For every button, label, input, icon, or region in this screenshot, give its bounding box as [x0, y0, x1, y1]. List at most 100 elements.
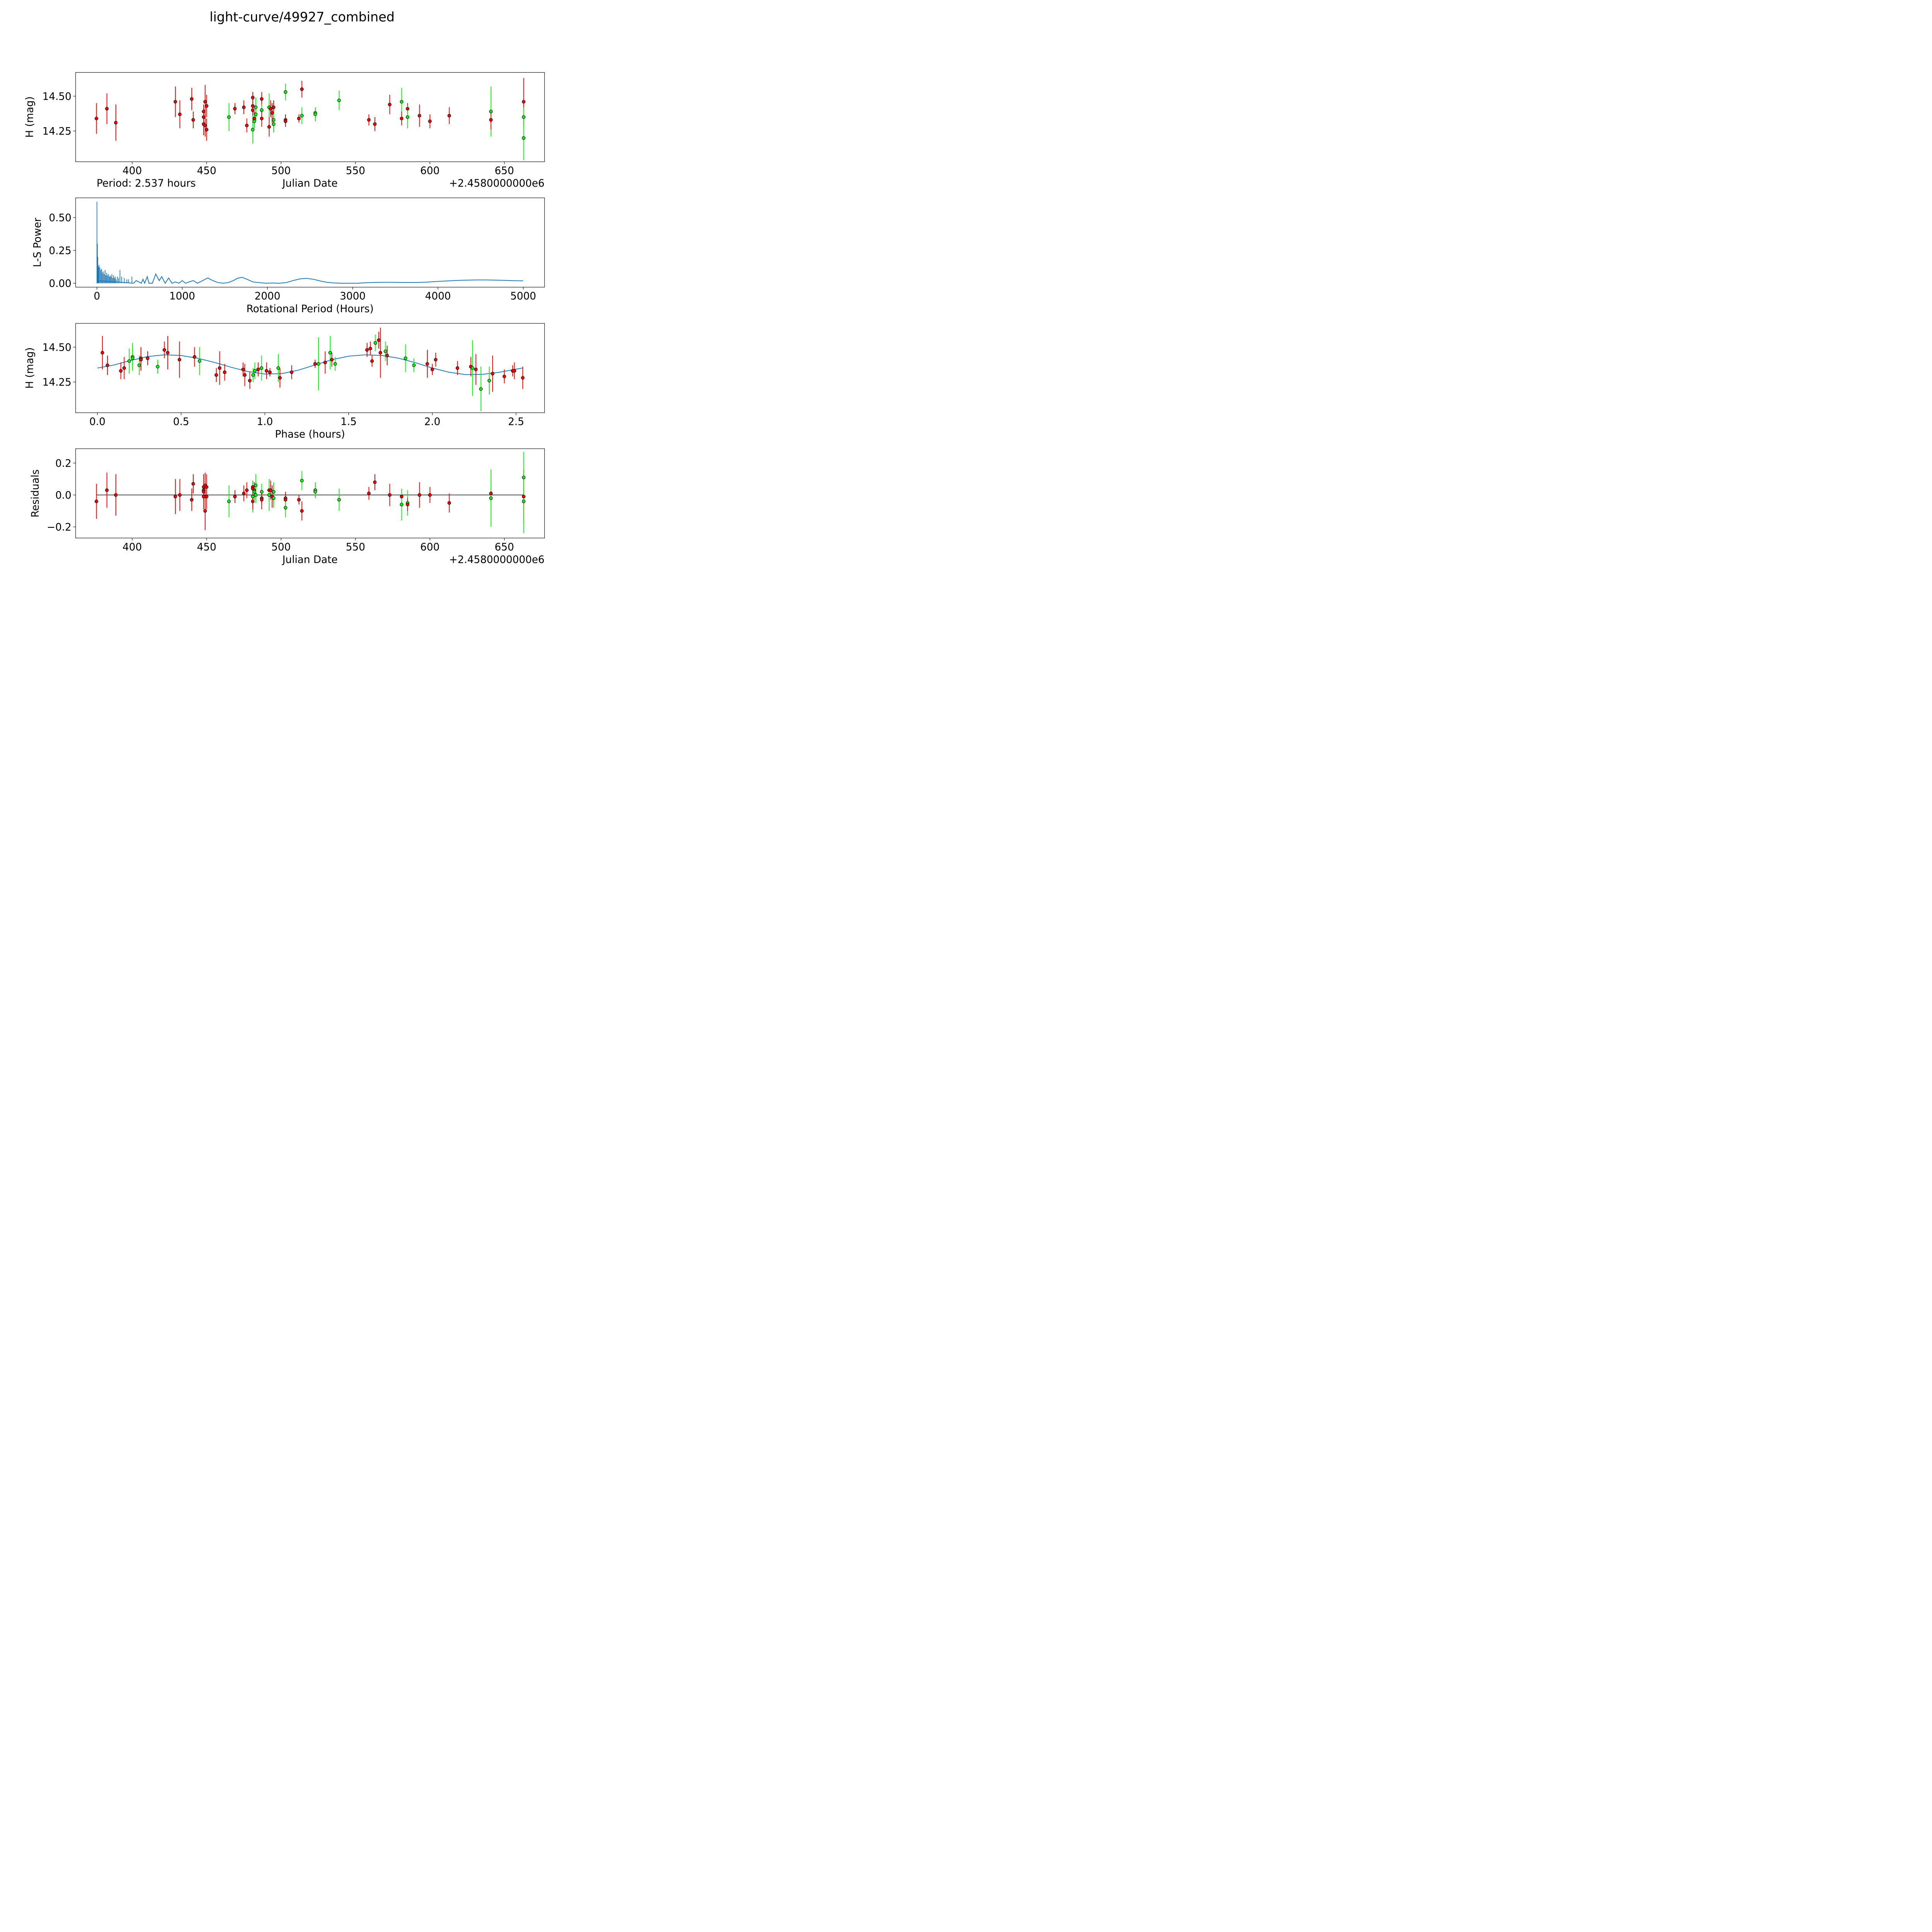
residuals-x-tick-label: 550 [346, 541, 365, 553]
residuals-data-point [191, 482, 195, 486]
periodogram-y-tick-label: 0.50 [49, 212, 71, 224]
periodogram-line [97, 273, 524, 284]
phase-folded-data-point [385, 354, 389, 357]
phase-folded-data-point [253, 369, 257, 373]
light-curve-data-point [447, 114, 451, 117]
phase-folded-data-point [377, 338, 381, 342]
light-curve-y-tick-label: 14.25 [43, 126, 71, 138]
phase-folded-data-point [214, 373, 218, 377]
phase-folded-data-point [197, 359, 202, 363]
periodogram-x-tick-label: 5000 [510, 291, 536, 302]
light-curve-data-point [227, 115, 231, 119]
residuals-data-point [284, 498, 287, 502]
light-curve-data-point [373, 122, 377, 126]
light-curve-data-point [178, 112, 182, 116]
phase-folded-data-point [192, 355, 197, 359]
phase-folded-data-point [512, 369, 516, 373]
phase-folded-axes-frame [75, 323, 545, 413]
residuals-data-point [489, 496, 493, 500]
light-curve-data-point [313, 112, 317, 116]
phase-folded-data-point [100, 351, 104, 355]
light-curve-data-point [269, 107, 272, 111]
residuals-data-point [400, 495, 404, 498]
phase-folded-x-tick-label: 1.5 [340, 416, 357, 428]
residuals-data-point [367, 492, 371, 495]
light-curve-x-tick-label: 600 [420, 165, 440, 177]
phase-folded-data-point [156, 365, 160, 369]
phase-folded-data-point [243, 373, 247, 377]
periodogram-x-tick-label: 2000 [255, 291, 281, 302]
residuals-data-point [428, 493, 432, 497]
light-curve-data-point [522, 100, 526, 104]
phase-folded-data-point [119, 369, 123, 373]
light-curve-data-point [297, 117, 301, 121]
periodogram-x-tick-label: 3000 [340, 291, 366, 302]
phase-folded-data-point [383, 349, 388, 353]
light-curve-data-point [272, 118, 276, 122]
phase-folded-data-point [137, 363, 141, 367]
light-curve-x-tick-label: 400 [122, 165, 142, 177]
light-curve-data-point [489, 110, 493, 114]
light-curve-data-point [260, 108, 264, 112]
phase-folded-x-tick-label: 2.5 [508, 416, 524, 428]
light-curve-data-point [251, 95, 255, 100]
period-annotation: Period: 2.537 hours [97, 178, 196, 189]
phase-folded-data-point [434, 358, 438, 362]
light-curve-plot-area: 400 450 500 550 600 650 14.25 14.50 [43, 78, 526, 177]
phase-folded-data-point [265, 369, 269, 373]
light-curve-data-point [252, 119, 256, 123]
light-curve-data-point [267, 125, 271, 129]
residuals-data-point [202, 495, 206, 498]
phase-folded-data-point [502, 374, 506, 378]
residuals-data-point [114, 493, 118, 497]
light-curve-data-point [337, 99, 341, 102]
phase-folded-data-point [491, 372, 495, 376]
residuals-data-point [254, 483, 258, 487]
residuals-x-tick-label: 600 [420, 541, 440, 553]
periodogram-x-label: Rotational Period (Hours) [247, 303, 374, 315]
periodogram-x-tick-label: 0 [94, 291, 100, 302]
residuals-data-point [245, 488, 249, 492]
phase-folded-data-point [241, 367, 245, 371]
phase-folded-data-point [218, 366, 222, 370]
light-curve-data-point [203, 124, 207, 128]
light-curve-data-point [242, 105, 246, 109]
phase-folded-x-tick-label: 1.0 [257, 416, 273, 428]
light-curve-data-point [388, 102, 392, 107]
light-curve-data-point [245, 124, 249, 128]
phase-folded-data-point [251, 373, 255, 377]
light-curve-data-point [272, 105, 276, 109]
phase-folded-x-tick-label: 2.0 [424, 416, 440, 428]
residuals-data-point [178, 493, 182, 497]
phase-folded-data-point [378, 351, 383, 355]
residuals-data-point [522, 499, 526, 503]
residuals-data-point [522, 475, 526, 480]
residuals-data-point [95, 499, 99, 503]
light-curve-data-point [300, 87, 304, 91]
residuals-data-point [447, 501, 451, 505]
residuals-data-point [373, 480, 377, 484]
phase-folded-data-point [430, 367, 434, 371]
phase-folded-data-point [328, 351, 332, 355]
phase-folded-data-point [276, 366, 280, 370]
phase-folded-data-point [330, 358, 334, 362]
periodogram-y-tick-label: 0.25 [49, 245, 71, 257]
phase-folded-data-point [313, 362, 317, 366]
residuals-data-point [242, 492, 246, 495]
residuals-data-point [313, 490, 317, 494]
residuals-data-point [272, 496, 276, 500]
light-curve-x-tick-label: 450 [197, 165, 216, 177]
periodogram-y-tick-label: 0.00 [49, 278, 71, 289]
light-curve-data-point [251, 108, 255, 112]
light-curve-data-point [203, 100, 207, 104]
periodogram-panel: 0 1000 2000 3000 4000 5000 0.00 0.25 0.50 Rotati… [32, 197, 545, 315]
phase-folded-data-point [166, 351, 170, 355]
residuals-data-point [522, 495, 526, 498]
phase-folded-data-point [373, 341, 378, 345]
light-curve-x-tick-label: 500 [271, 165, 291, 177]
light-curve-data-point [260, 97, 264, 101]
residuals-y-tick-label: −0.2 [47, 522, 71, 533]
light-curve-data-point [251, 128, 255, 132]
residuals-data-point [202, 490, 206, 494]
phase-folded-data-point [260, 366, 264, 370]
